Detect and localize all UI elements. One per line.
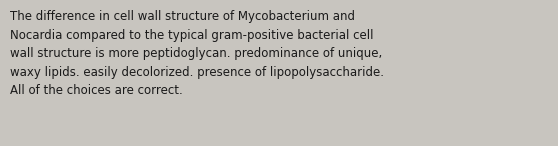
Text: The difference in cell wall structure of Mycobacterium and
Nocardia compared to : The difference in cell wall structure of… xyxy=(10,10,384,97)
